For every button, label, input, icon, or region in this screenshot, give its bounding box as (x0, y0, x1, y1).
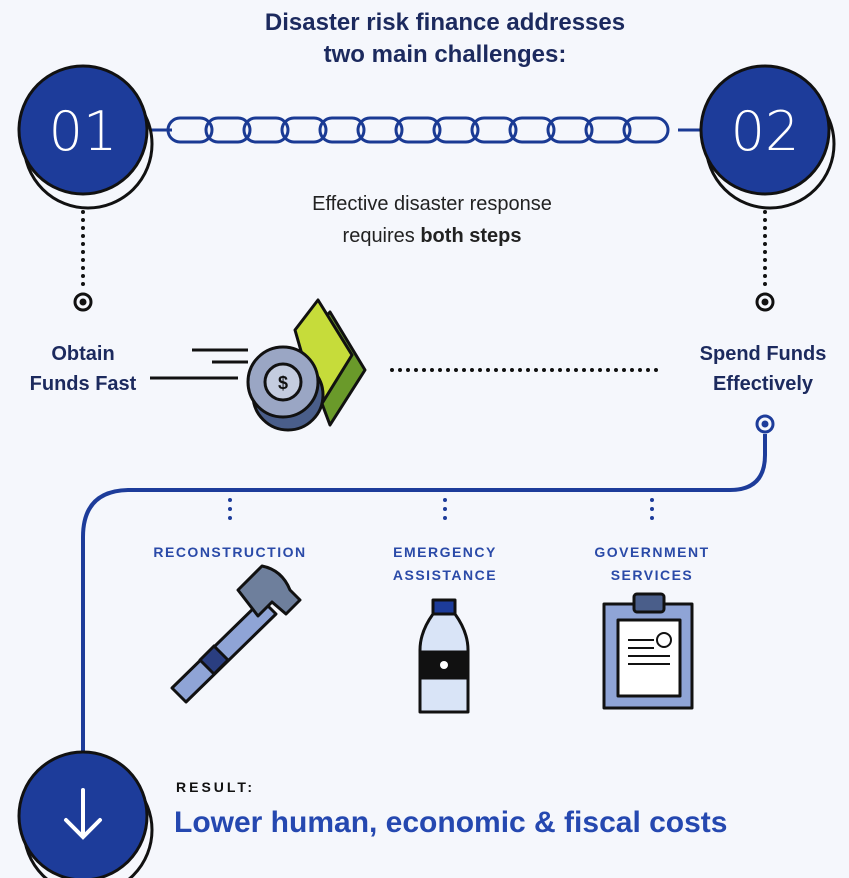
use-label: EMERGENCY (393, 544, 497, 560)
result-label: RESULT: (176, 779, 255, 795)
result-text: Lower human, economic & fiscal costs (174, 806, 727, 839)
step-circle: 02 (701, 66, 834, 208)
step-number: 02 (731, 100, 800, 163)
note-line: Effective disaster response (312, 193, 552, 215)
note-bold: both steps (420, 225, 521, 247)
step-number: 01 (49, 100, 118, 163)
step-label: Obtain (51, 343, 114, 365)
title-line: Disaster risk finance addresses (265, 9, 625, 36)
title-line: two main challenges: (324, 41, 567, 68)
step-circle: 01 (19, 66, 152, 208)
use-label: ASSISTANCE (393, 567, 497, 583)
step-label: Effectively (713, 373, 814, 395)
step-label: Funds Fast (30, 373, 137, 395)
use-label: RECONSTRUCTION (153, 544, 306, 560)
step-label: Spend Funds (700, 343, 827, 365)
infographic: Disaster risk finance addresses two main… (0, 0, 849, 878)
coin-symbol: $ (278, 373, 288, 393)
use-label: GOVERNMENT (594, 544, 709, 560)
note-text: requires (343, 225, 421, 247)
use-label: SERVICES (611, 567, 694, 583)
note-line: requires both steps (343, 225, 522, 247)
clipboard-icon (604, 594, 692, 708)
